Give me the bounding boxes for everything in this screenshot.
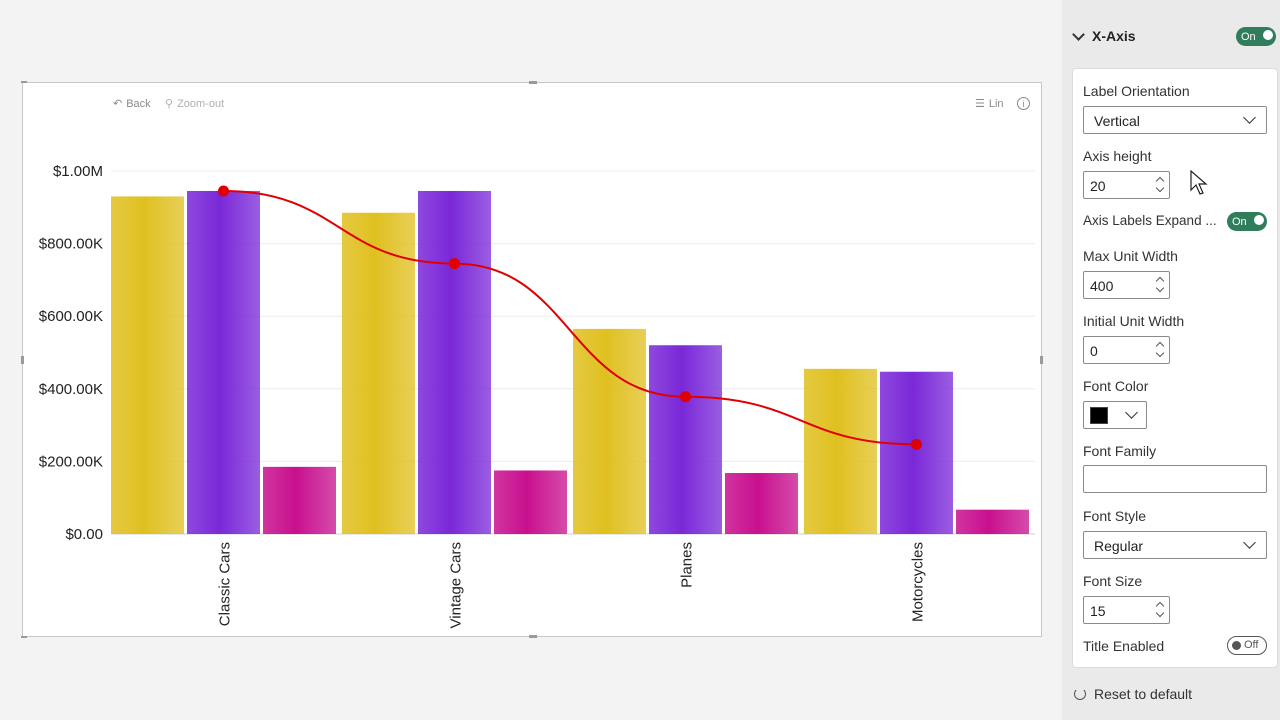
- y-tick-label: $400.00K: [39, 381, 103, 398]
- bar: [187, 190, 260, 534]
- resize-handle-top-left[interactable]: [21, 81, 27, 83]
- line-point: [911, 438, 922, 450]
- bar: [956, 509, 1029, 534]
- chart-visual[interactable]: ↶ Back ⚲ Zoom-out ☰ Lin i $0.00 $200.00K $…: [21, 81, 1043, 638]
- toggle-knob: [1263, 30, 1273, 40]
- font-color-label: Font Color: [1083, 378, 1149, 394]
- line-point: [218, 185, 229, 197]
- color-swatch: [1090, 407, 1108, 424]
- back-button[interactable]: ↶ Back: [113, 97, 151, 111]
- bar: [725, 473, 798, 534]
- chart-canvas: $0.00 $200.00K $400.00K $600.00K $800.00K $1.…: [39, 163, 1035, 628]
- title-enabled-toggle[interactable]: Off: [1227, 636, 1267, 655]
- x-tick-label: Classic Cars: [217, 542, 234, 626]
- font-family-label: Font Family: [1083, 443, 1157, 459]
- font-family-input[interactable]: [1083, 465, 1267, 493]
- line-point: [449, 258, 460, 270]
- zoom-out-label: Zoom-out: [177, 97, 225, 110]
- font-color-picker[interactable]: [1083, 401, 1147, 429]
- back-label: Back: [126, 97, 151, 110]
- toggle-knob: [1254, 215, 1264, 225]
- x-tick-label: Motorcycles: [910, 542, 927, 622]
- bar: [111, 196, 184, 534]
- font-size-stepper[interactable]: 15: [1083, 596, 1170, 624]
- bar: [804, 368, 877, 534]
- stepper-down-icon[interactable]: [1155, 608, 1165, 618]
- chevron-down-icon: [1125, 406, 1138, 419]
- x-tick-label: Vintage Cars: [448, 542, 465, 628]
- toggle-knob: [1232, 641, 1241, 650]
- axis-labels-expand-toggle[interactable]: On: [1227, 212, 1267, 231]
- axis-height-label: Axis height: [1083, 148, 1152, 164]
- y-tick-label: $600.00K: [39, 308, 103, 325]
- bar: [649, 345, 722, 534]
- x-axis-section-header[interactable]: X-Axis On: [1062, 22, 1280, 50]
- axis-labels-expand-toggle-label: On: [1232, 215, 1247, 228]
- section-title: X-Axis: [1092, 28, 1136, 44]
- y-tick-label: $200.00K: [39, 453, 103, 470]
- title-enabled-toggle-label: Off: [1244, 639, 1259, 651]
- format-pane: X-Axis On Label Orientation Vertical Axi…: [1062, 0, 1280, 720]
- bar: [573, 328, 646, 534]
- axis-height-stepper[interactable]: 20: [1083, 171, 1170, 199]
- y-tick-label: $800.00K: [39, 236, 103, 253]
- list-icon: ☰: [975, 98, 985, 110]
- y-tick-label: $1.00M: [53, 163, 103, 180]
- bar: [880, 371, 953, 534]
- reset-label: Reset to default: [1094, 686, 1193, 702]
- scale-label: Lin: [988, 97, 1004, 110]
- bar: [418, 190, 491, 534]
- label-orientation-value: Vertical: [1094, 113, 1140, 129]
- bar: [263, 466, 336, 534]
- bar: [494, 470, 567, 534]
- initial-unit-width-label: Initial Unit Width: [1083, 313, 1185, 329]
- x-axis-toggle-label: On: [1241, 30, 1256, 43]
- reset-icon: [1074, 688, 1086, 700]
- scale-toggle-button[interactable]: ☰ Lin: [975, 97, 1004, 111]
- resize-handle-bottom[interactable]: [529, 635, 537, 638]
- font-style-value: Regular: [1094, 538, 1144, 554]
- chevron-down-icon: [1243, 111, 1256, 124]
- resize-handle-top[interactable]: [529, 81, 537, 84]
- series-line: [223, 189, 917, 446]
- stepper-down-icon[interactable]: [1155, 283, 1165, 293]
- font-style-dropdown[interactable]: Regular: [1083, 531, 1267, 559]
- chevron-down-icon: [1243, 536, 1256, 549]
- label-orientation-label: Label Orientation: [1083, 83, 1190, 99]
- max-unit-width-stepper[interactable]: 400: [1083, 271, 1170, 299]
- title-enabled-label: Title Enabled: [1083, 638, 1165, 654]
- reset-to-default-button[interactable]: Reset to default: [1074, 686, 1192, 702]
- max-unit-width-value: 400: [1090, 278, 1114, 294]
- bar: [342, 212, 415, 534]
- zoom-out-button[interactable]: ⚲ Zoom-out: [165, 97, 225, 111]
- axis-height-value: 20: [1090, 178, 1106, 194]
- stepper-down-icon[interactable]: [1155, 183, 1165, 193]
- font-size-label: Font Size: [1083, 573, 1143, 589]
- y-tick-label: $0.00: [65, 526, 103, 543]
- magnifier-icon: ⚲: [165, 98, 174, 110]
- resize-handle-right[interactable]: [1040, 356, 1043, 364]
- x-axis-settings-card: Label Orientation Vertical Axis height 2…: [1072, 68, 1278, 668]
- max-unit-width-label: Max Unit Width: [1083, 248, 1178, 264]
- resize-handle-bottom-left[interactable]: [21, 636, 27, 638]
- chevron-down-icon[interactable]: [1072, 28, 1085, 41]
- x-tick-label: Planes: [679, 542, 696, 588]
- axis-labels-expand-label: Axis Labels Expand ...: [1083, 213, 1217, 228]
- info-button[interactable]: i: [1017, 97, 1030, 110]
- label-orientation-dropdown[interactable]: Vertical: [1083, 106, 1267, 134]
- font-size-value: 15: [1090, 603, 1106, 619]
- info-icon: i: [1017, 97, 1030, 110]
- stepper-down-icon[interactable]: [1155, 348, 1165, 358]
- mouse-cursor-icon: [1190, 170, 1208, 195]
- initial-unit-width-stepper[interactable]: 0: [1083, 336, 1170, 364]
- x-axis-toggle[interactable]: On: [1236, 27, 1276, 46]
- back-arrow-icon: ↶: [113, 98, 123, 110]
- line-point: [680, 391, 691, 403]
- font-style-label: Font Style: [1083, 508, 1147, 524]
- initial-unit-width-value: 0: [1090, 343, 1098, 359]
- resize-handle-left[interactable]: [21, 356, 24, 364]
